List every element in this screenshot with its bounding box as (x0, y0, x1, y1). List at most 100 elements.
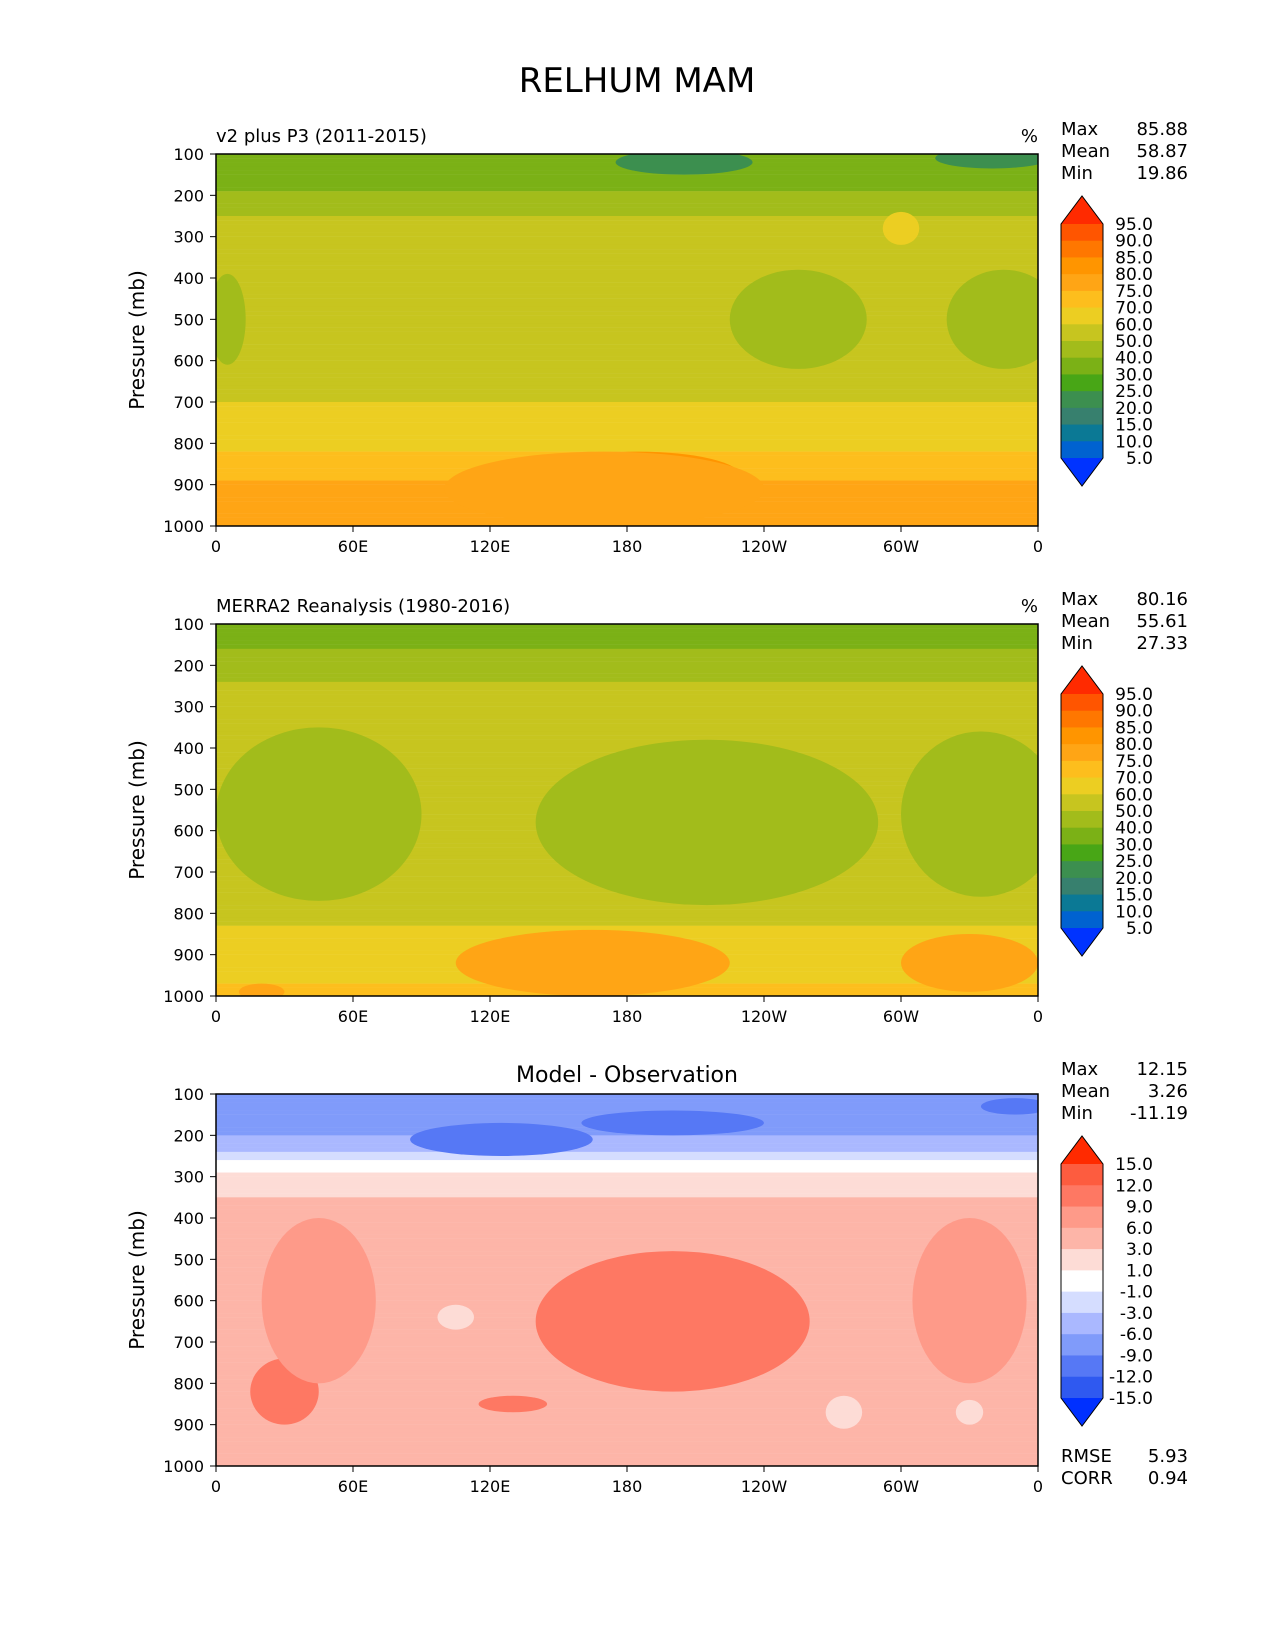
field-band (216, 1428, 1038, 1434)
y-tick-label: 900 (173, 1416, 204, 1435)
field-band (216, 624, 1038, 629)
x-tick-label: 60W (883, 1007, 919, 1026)
field-band (216, 735, 1038, 740)
y-tick-label: 1000 (163, 987, 204, 1006)
panel-1-max-label: Max (1061, 119, 1099, 140)
field-band (216, 1189, 1038, 1194)
y-tick-label: 100 (173, 615, 204, 634)
colorbar-extend-max (1061, 1136, 1103, 1164)
field-band (216, 282, 1038, 287)
field-band (216, 661, 1038, 666)
field-feature (935, 154, 1038, 169)
field-band (216, 1135, 1038, 1140)
field-band (216, 1437, 1038, 1442)
y-tick-label: 300 (173, 698, 204, 717)
field-band (216, 1416, 1038, 1421)
field-band (216, 921, 1038, 926)
field-band (216, 1176, 1038, 1182)
field-band (216, 340, 1038, 345)
colorbar-swatch (1061, 341, 1103, 359)
panel-3-min-value: -11.19 (1130, 1103, 1188, 1124)
panel-2-max-label: Max (1061, 589, 1099, 610)
x-tick-label: 0 (1033, 1477, 1043, 1496)
field-band (216, 1230, 1038, 1235)
colorbar-swatch (1061, 357, 1103, 375)
colorbar-label: 80.0 (1115, 735, 1153, 755)
field-band (216, 178, 1038, 184)
panel-2-field (216, 624, 1038, 996)
panel-2-max-value: 80.16 (1136, 589, 1188, 610)
field-feature (410, 1122, 593, 1156)
colorbar-label: 9.0 (1126, 1198, 1153, 1218)
field-band (216, 207, 1038, 213)
colorbar-label: -3.0 (1120, 1304, 1153, 1324)
x-tick-label: 120W (741, 537, 788, 556)
colorbar-label: 10.0 (1115, 432, 1153, 452)
y-tick-label: 1000 (163, 1457, 204, 1476)
field-band (216, 1391, 1038, 1396)
field-band (216, 414, 1038, 419)
colorbar-label: 25.0 (1115, 382, 1153, 402)
y-tick-label: 600 (173, 352, 204, 371)
field-feature (478, 1395, 548, 1413)
field-band (216, 1242, 1038, 1248)
y-tick-label: 700 (173, 1333, 204, 1352)
y-tick-label: 100 (173, 1085, 204, 1104)
field-band (216, 435, 1038, 440)
panel-2-colorbar: 95.090.085.080.075.070.060.050.040.030.0… (1060, 665, 1153, 957)
colorbar-swatch (1061, 1291, 1103, 1314)
field-band (216, 249, 1038, 254)
field-band (216, 640, 1038, 645)
field-band (216, 710, 1038, 716)
colorbar-swatch (1061, 1334, 1103, 1356)
field-band (216, 418, 1038, 423)
y-tick-label: 200 (173, 1126, 204, 1145)
colorbar-swatch (1061, 694, 1103, 712)
field-band (216, 1222, 1038, 1227)
field-band (216, 224, 1038, 229)
field-band (216, 406, 1038, 411)
x-tick-label: 180 (612, 1477, 643, 1496)
field-band (216, 1445, 1038, 1450)
colorbar-label: 40.0 (1115, 819, 1153, 839)
field-band (216, 698, 1038, 703)
field-band (216, 1399, 1038, 1405)
colorbar-swatch (1061, 727, 1103, 745)
field-feature (980, 1098, 1038, 1115)
panel-2-min-value: 27.33 (1136, 633, 1188, 654)
panel-2-ylabel: Pressure (mb) (125, 740, 149, 880)
field-feature (912, 1218, 1027, 1384)
field-band (216, 690, 1038, 695)
field-band (216, 368, 1038, 374)
panel-1-ylabel: Pressure (mb) (125, 270, 149, 410)
field-band (216, 1098, 1038, 1103)
field-band (216, 702, 1038, 707)
field-feature (825, 1395, 863, 1429)
field-band (216, 1143, 1038, 1148)
x-tick-label: 0 (211, 1477, 221, 1496)
panel-3-max-value: 12.15 (1136, 1059, 1188, 1080)
colorbar-swatch (1061, 911, 1103, 929)
field-band (216, 1238, 1038, 1244)
field-band (216, 905, 1038, 910)
field-band (216, 1461, 1038, 1466)
field-band (216, 253, 1038, 258)
colorbar-swatch (1061, 811, 1103, 829)
field-band (216, 1168, 1038, 1173)
colorbar-swatch (1061, 861, 1103, 879)
field-band (216, 913, 1038, 918)
colorbar-swatch (1061, 290, 1103, 309)
y-tick-label: 200 (173, 186, 204, 205)
colorbar-label: 75.0 (1115, 752, 1153, 772)
field-band (216, 356, 1038, 361)
field-band (216, 917, 1038, 922)
field-feature (535, 739, 879, 906)
field-band (216, 1184, 1038, 1190)
colorbar-label: 30.0 (1115, 365, 1153, 385)
field-band (216, 727, 1038, 732)
colorbar-extend-max (1061, 196, 1103, 224)
x-tick-label: 120W (741, 1477, 788, 1496)
colorbar-label: 60.0 (1115, 785, 1153, 805)
colorbar-label: 95.0 (1115, 215, 1153, 235)
field-band (216, 1404, 1038, 1409)
